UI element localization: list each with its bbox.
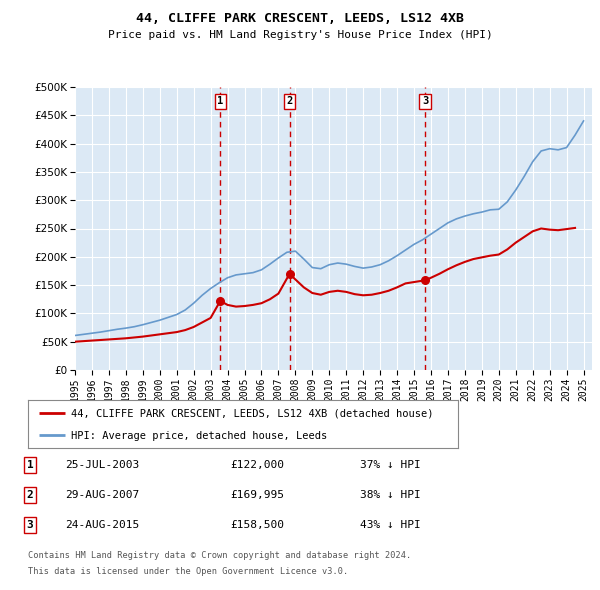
Text: 1: 1: [26, 460, 34, 470]
Text: HPI: Average price, detached house, Leeds: HPI: Average price, detached house, Leed…: [71, 431, 327, 441]
Text: £169,995: £169,995: [230, 490, 284, 500]
Text: £158,500: £158,500: [230, 520, 284, 530]
Text: Contains HM Land Registry data © Crown copyright and database right 2024.: Contains HM Land Registry data © Crown c…: [28, 550, 411, 559]
Text: £122,000: £122,000: [230, 460, 284, 470]
Text: 3: 3: [26, 520, 34, 530]
Text: 44, CLIFFE PARK CRESCENT, LEEDS, LS12 4XB: 44, CLIFFE PARK CRESCENT, LEEDS, LS12 4X…: [136, 12, 464, 25]
Text: 2: 2: [26, 490, 34, 500]
Text: This data is licensed under the Open Government Licence v3.0.: This data is licensed under the Open Gov…: [28, 568, 348, 576]
Text: 1: 1: [217, 96, 223, 106]
Text: 3: 3: [422, 96, 428, 106]
Text: 2: 2: [286, 96, 293, 106]
Text: Price paid vs. HM Land Registry's House Price Index (HPI): Price paid vs. HM Land Registry's House …: [107, 30, 493, 40]
Text: 37% ↓ HPI: 37% ↓ HPI: [360, 460, 421, 470]
Text: 38% ↓ HPI: 38% ↓ HPI: [360, 490, 421, 500]
Text: 44, CLIFFE PARK CRESCENT, LEEDS, LS12 4XB (detached house): 44, CLIFFE PARK CRESCENT, LEEDS, LS12 4X…: [71, 408, 433, 418]
Text: 24-AUG-2015: 24-AUG-2015: [65, 520, 139, 530]
Text: 29-AUG-2007: 29-AUG-2007: [65, 490, 139, 500]
Text: 43% ↓ HPI: 43% ↓ HPI: [360, 520, 421, 530]
Text: 25-JUL-2003: 25-JUL-2003: [65, 460, 139, 470]
